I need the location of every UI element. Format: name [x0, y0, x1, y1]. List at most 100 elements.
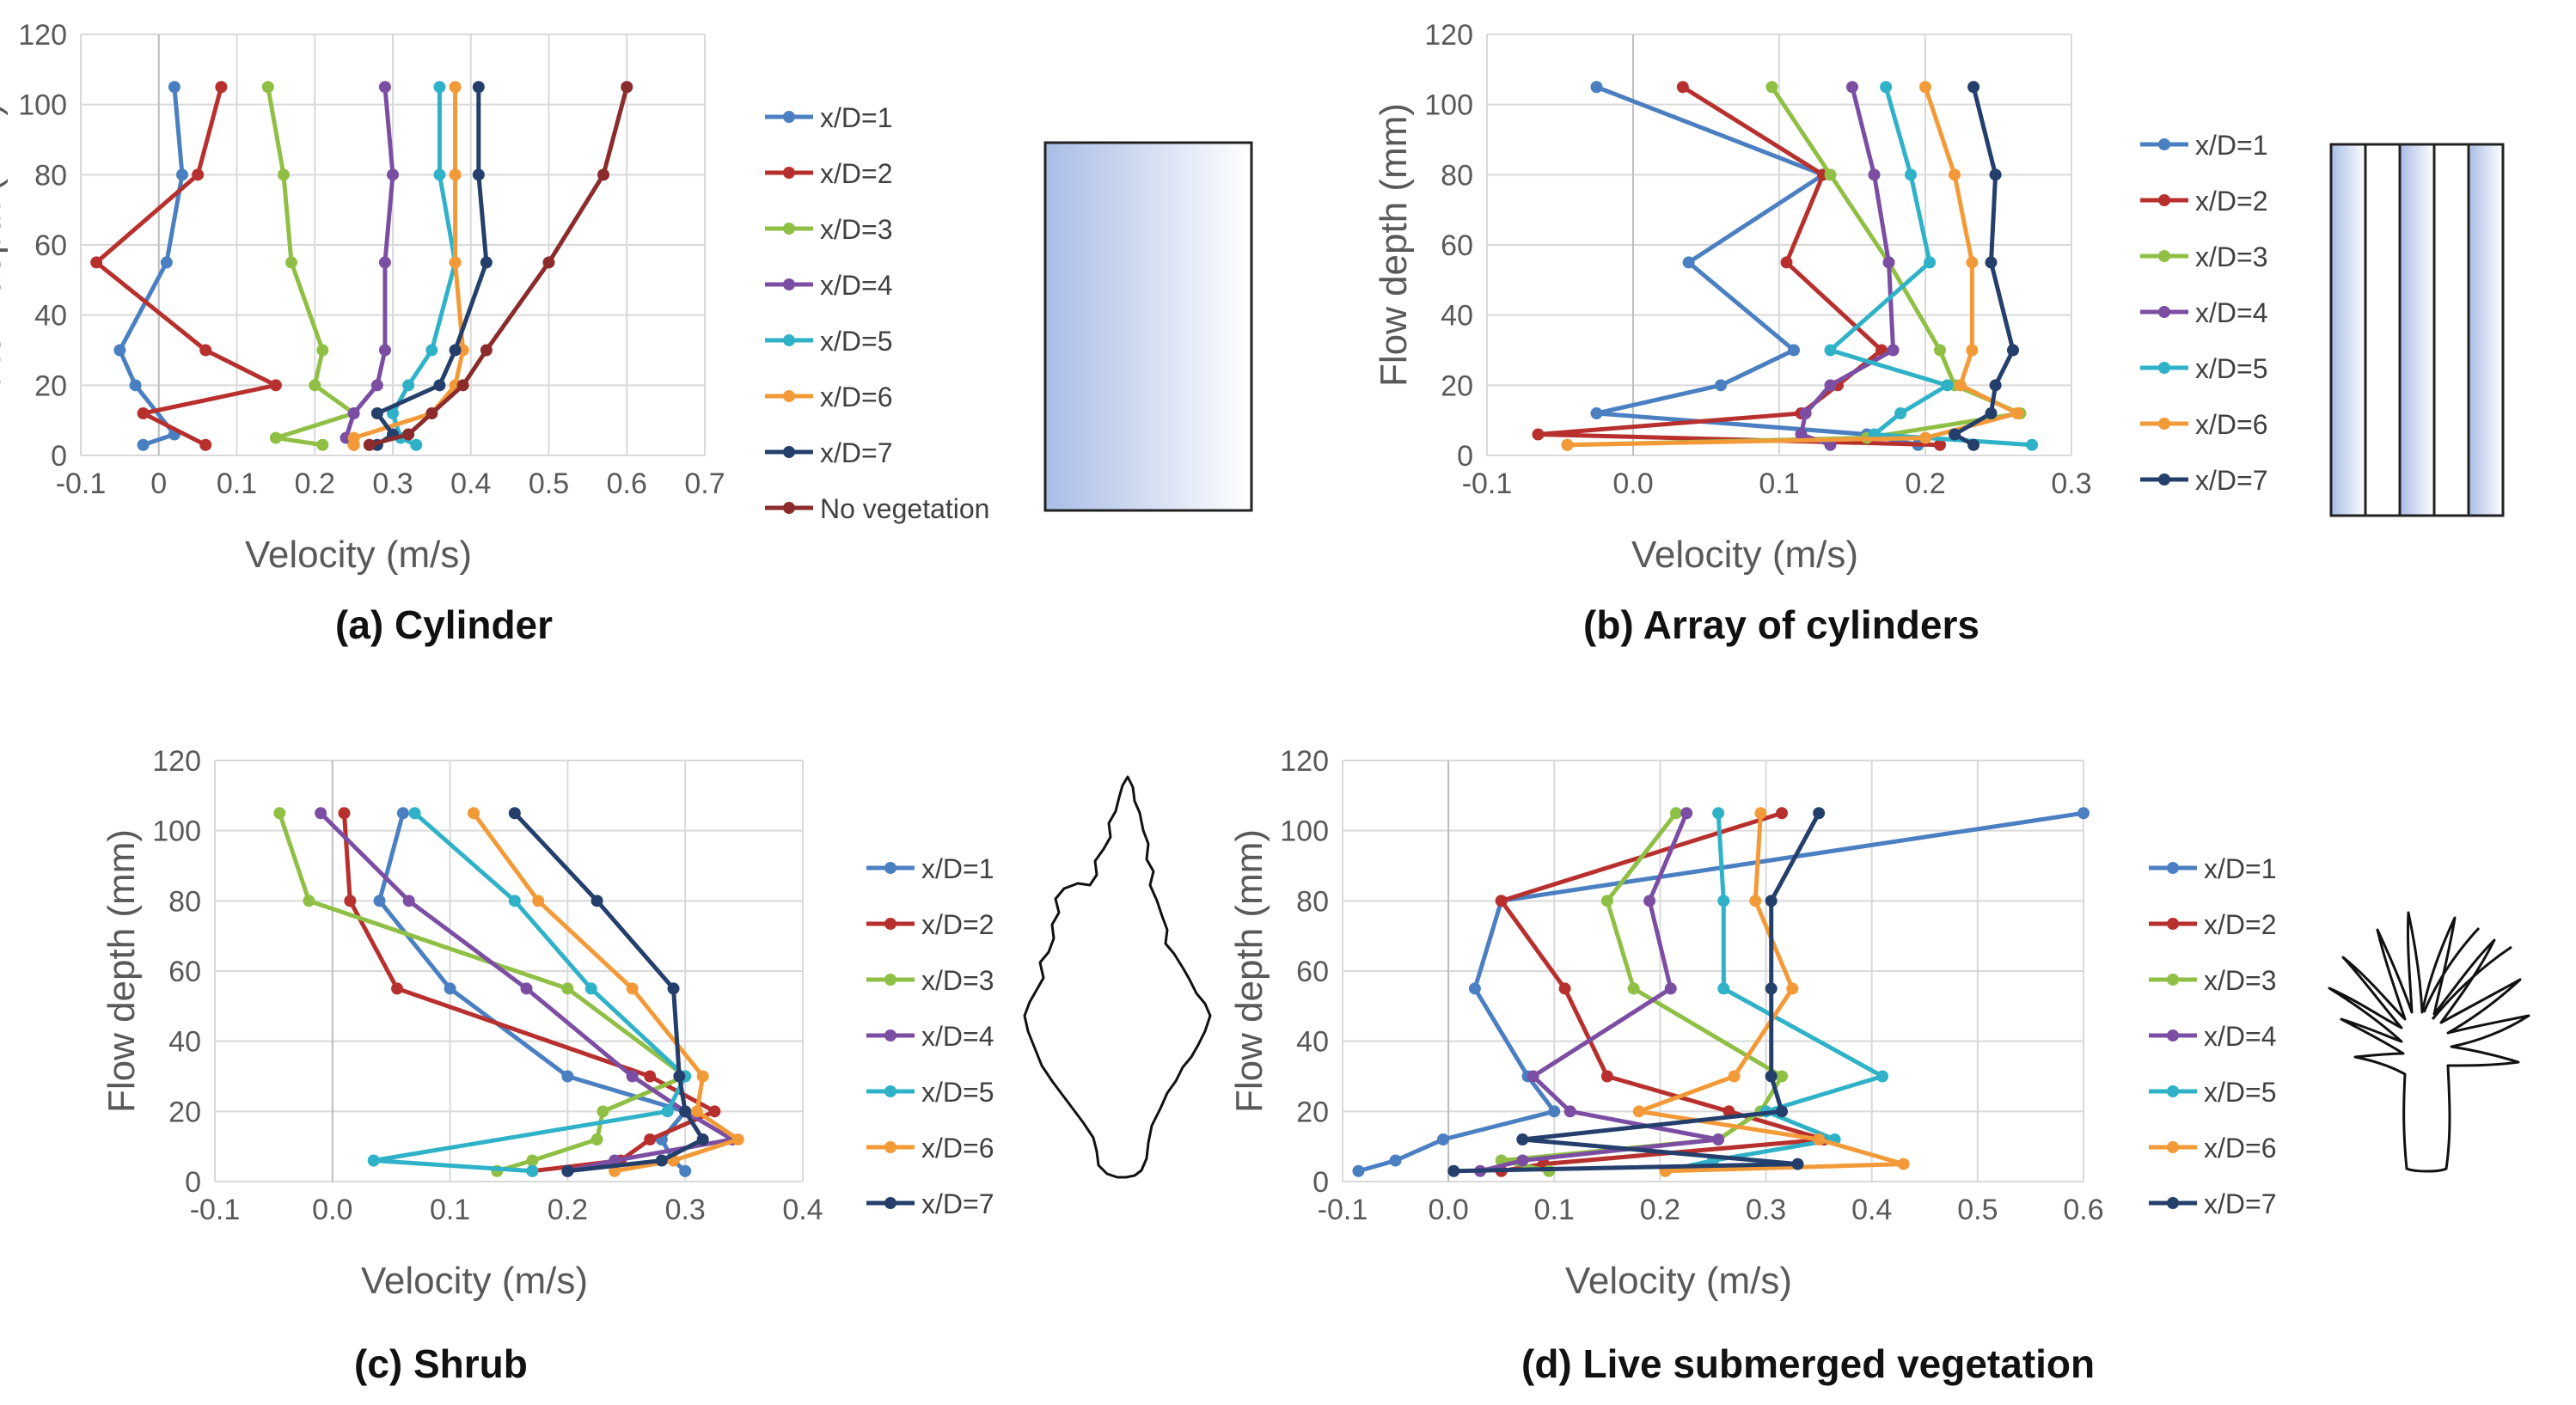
data-point [1600, 1070, 1613, 1083]
data-point [590, 895, 603, 907]
y-tick-label: 100 [1280, 816, 1329, 848]
data-point [696, 1070, 709, 1083]
y-tick-label: 120 [152, 745, 201, 778]
legend-marker [2158, 194, 2170, 206]
data-point [160, 256, 173, 269]
legend-marker [783, 223, 795, 235]
data-point [344, 895, 357, 907]
x-tick-label: 0.5 [1957, 1194, 1998, 1226]
series-line-6 [1567, 86, 2020, 448]
x-tick-label: -0.1 [1462, 467, 1513, 500]
x-tick-label: -0.1 [1318, 1194, 1368, 1226]
legend-marker [783, 334, 795, 346]
data-point [449, 256, 462, 269]
data-point [1941, 379, 1954, 392]
data-point [387, 168, 399, 181]
series-line-7 [513, 811, 706, 1174]
y-tick-label: 0 [1457, 440, 1473, 473]
y-tick-label: 100 [1424, 89, 1473, 122]
plot-area: -0.1 0.0 0.1 0.2 0.3 0 20 40 60 80 100 120 Velocity … [1373, 19, 2092, 576]
data-point [449, 81, 462, 94]
data-point [316, 344, 329, 357]
data-point [667, 982, 680, 995]
cylinder-array-icon [2329, 143, 2505, 517]
data-point [1934, 438, 1946, 451]
y-tick-label: 20 [1441, 370, 1473, 402]
data-point [561, 982, 574, 995]
data-point [1527, 1070, 1539, 1083]
data-point [1548, 1105, 1561, 1118]
x-tick-label: 0.6 [607, 467, 647, 500]
data-point [1590, 407, 1603, 419]
y-tick-label: 20 [168, 1096, 201, 1128]
data-point [378, 344, 391, 357]
data-point [1558, 982, 1571, 995]
legend-marker [783, 278, 795, 290]
y-axis-title: Flow depth (mm) [1373, 103, 1415, 387]
data-point [168, 81, 181, 94]
data-point [425, 344, 438, 357]
data-point [1934, 344, 1946, 357]
data-point [1967, 81, 1980, 94]
x-tick-label: 0.3 [1746, 1194, 1786, 1226]
data-point [1715, 379, 1727, 392]
data-point [480, 256, 493, 269]
data-point [520, 982, 533, 995]
data-point [1813, 1133, 1826, 1145]
x-axis-title: Velocity (m/s) [245, 534, 472, 576]
x-tick-label: 0.1 [1759, 467, 1799, 500]
data-point [269, 431, 282, 444]
y-tick-label: 80 [34, 159, 67, 192]
data-point [526, 1164, 539, 1177]
data-point [1664, 982, 1677, 995]
series-line-7 [1453, 812, 1821, 1174]
y-tick-label: 0 [185, 1166, 201, 1199]
legend-marker [2167, 862, 2179, 874]
shrub-outline-icon [1023, 775, 1212, 1179]
data-point [472, 81, 485, 94]
data-point [655, 1154, 668, 1167]
data-point [1669, 807, 1682, 820]
data-point [175, 168, 188, 181]
legend-marker [2158, 138, 2170, 150]
data-point [449, 168, 462, 181]
y-tick-label: 120 [1424, 19, 1473, 52]
data-point [316, 438, 329, 451]
caption-a: (a) Cylinder [335, 602, 554, 647]
data-point [561, 1164, 574, 1177]
data-point [347, 438, 360, 451]
legend-marker [783, 390, 795, 402]
series-line-4 [1799, 86, 1896, 448]
legend: x/D=1 x/D=2 x/D=3 x/D=4 x/D=5 x/D=6 x/D=7 [866, 853, 994, 1219]
y-tick-label: 40 [34, 300, 67, 333]
data-point [456, 379, 469, 392]
legend-marker [2158, 473, 2170, 486]
chart-d: -0.1 0.0 0.1 0.2 0.3 0.4 0.5 0.6 0 20 40 60 80 100 120… [1228, 745, 2276, 1302]
legend: x/D=1 x/D=2 x/D=3 x/D=4 x/D=5 x/D=6 x/D=7 No ve… [765, 102, 989, 524]
data-point [1919, 431, 1931, 444]
data-point [696, 1133, 709, 1145]
data-point [444, 982, 456, 995]
legend-label: x/D=4 [820, 270, 892, 301]
data-point [129, 379, 142, 392]
legend-marker [2167, 974, 2179, 986]
x-tick-label: 0.4 [450, 467, 491, 500]
data-point [661, 1105, 674, 1118]
data-point [597, 1105, 609, 1118]
x-tick-label: 0.1 [1534, 1194, 1575, 1226]
y-tick-label: 80 [1296, 885, 1329, 918]
data-point [679, 1164, 692, 1177]
data-point [1897, 1158, 1910, 1170]
y-tick-label: 100 [18, 89, 67, 122]
data-point [449, 344, 462, 357]
y-tick-label: 100 [152, 816, 201, 848]
legend-label: x/D=4 [2204, 1021, 2276, 1052]
series-line-4 [319, 811, 735, 1174]
data-point [561, 1070, 574, 1083]
data-point [1717, 982, 1730, 995]
data-point [673, 1070, 686, 1083]
legend: x/D=1 x/D=2 x/D=3 x/D=4 x/D=5 x/D=6 x/D=7 [2149, 853, 2276, 1219]
data-point [2011, 407, 2024, 419]
data-point [1600, 895, 1613, 907]
data-point [1880, 81, 1893, 94]
